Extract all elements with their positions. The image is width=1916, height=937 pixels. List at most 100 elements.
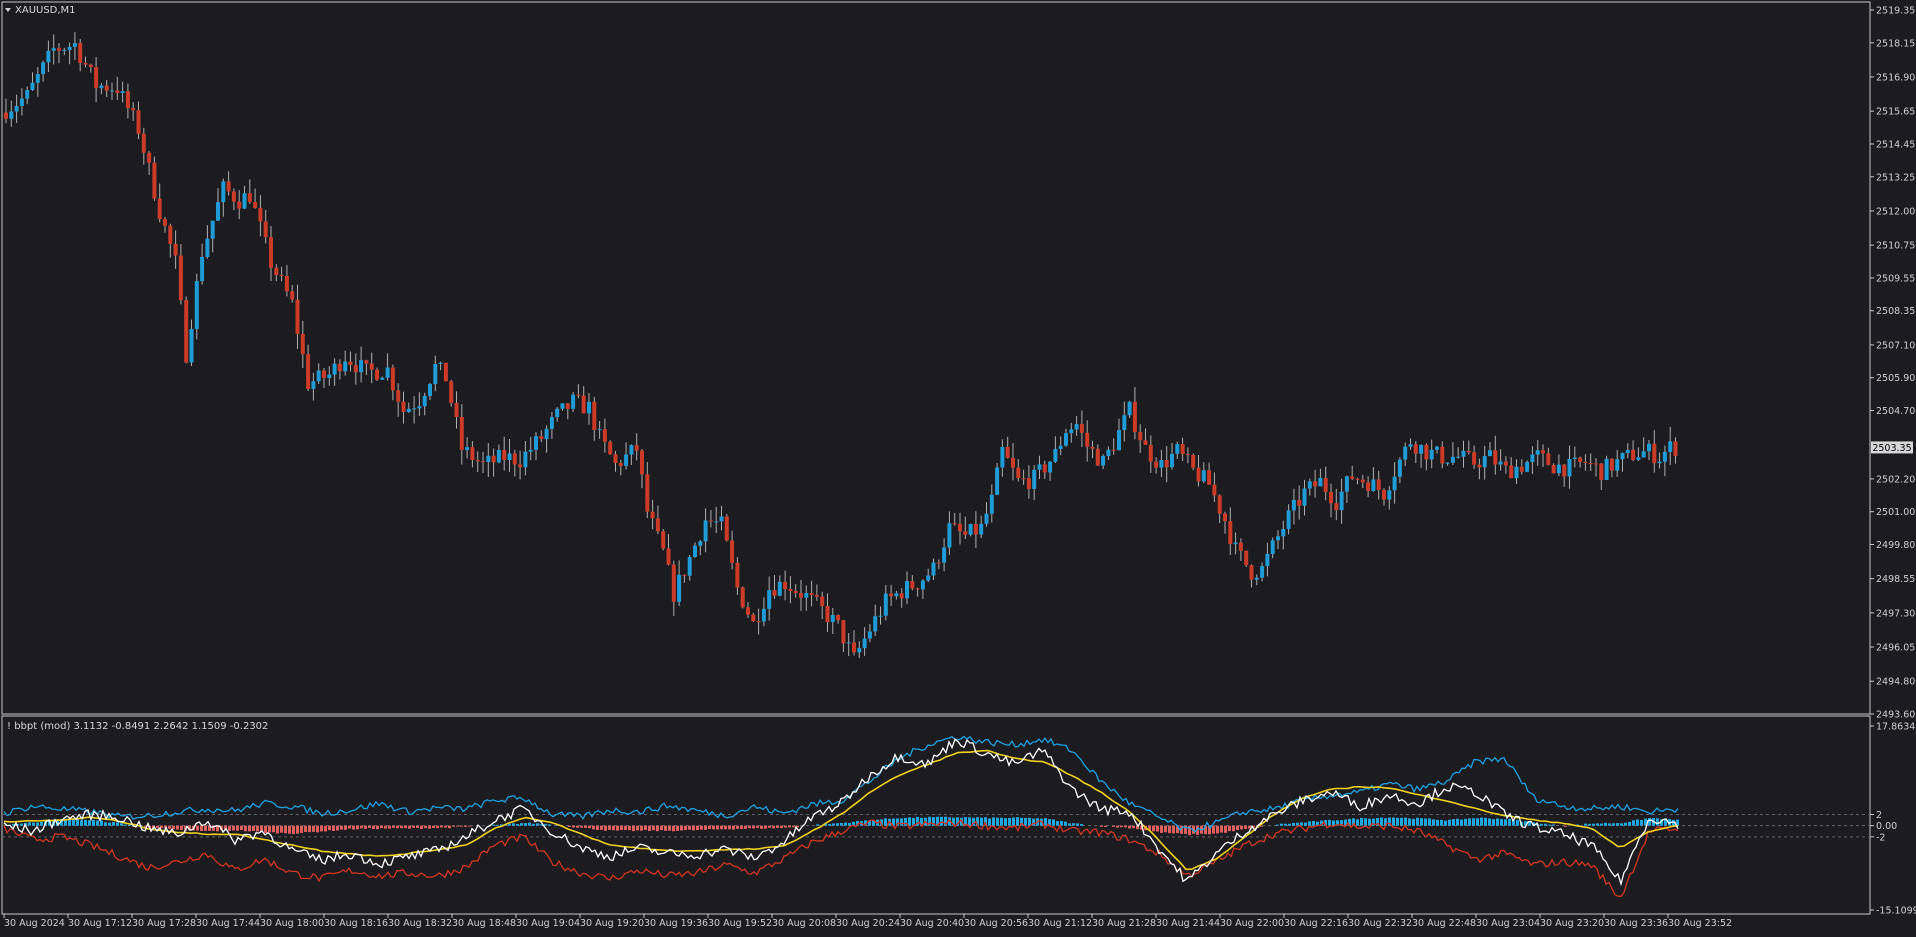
bear-candle [141, 133, 146, 153]
bull-candle [1074, 424, 1079, 430]
bull-candle [194, 281, 199, 329]
bear-candle [173, 243, 178, 256]
main-price-panel[interactable]: 2519.35 2518.15 2516.90 2515.65 2514.45 2513.… [1, 1, 1915, 721]
bear-candle [279, 275, 284, 277]
indicator-panel-frame [1, 715, 1871, 915]
histogram-bar-negative [696, 825, 699, 831]
histogram-bar-positive [1452, 819, 1455, 826]
bull-candle [343, 361, 348, 372]
bear-candle [1599, 463, 1604, 480]
histogram-bar-negative [1140, 825, 1143, 830]
triangle-down-icon[interactable] [5, 8, 11, 12]
histogram-bar-negative [384, 825, 387, 829]
histogram-bar-negative [636, 825, 639, 831]
histogram-bar-positive [1636, 819, 1639, 826]
histogram-bar-positive [1624, 822, 1627, 826]
histogram-bar-positive [884, 818, 887, 826]
histogram-bar-negative [704, 825, 707, 830]
histogram-bar-positive [852, 821, 855, 826]
histogram-bar-positive [1380, 817, 1383, 826]
indicator-line-white [3, 738, 1679, 887]
histogram-bar-positive [524, 823, 527, 826]
histogram-bar-negative [216, 825, 219, 832]
histogram-bar-positive [944, 816, 947, 826]
bear-candle [814, 594, 819, 597]
histogram-bar-negative [428, 825, 431, 829]
histogram-bar-negative [336, 825, 339, 831]
bull-candle [629, 445, 634, 455]
histogram-bar-positive [932, 817, 935, 826]
histogram-bar-negative [600, 825, 603, 830]
bear-candle [1631, 449, 1636, 460]
histogram-bar-positive [1072, 823, 1075, 826]
histogram-bar-positive [1376, 817, 1379, 826]
histogram-bar-negative [1220, 825, 1223, 833]
histogram-bar-negative [1180, 825, 1183, 834]
indicator-levels [2, 814, 1870, 838]
time-tick-label: 30 Aug 22:48 [1412, 918, 1476, 929]
bear-candle [178, 255, 183, 301]
symbol-header[interactable]: XAUUSD,M1 [5, 5, 76, 16]
bear-candle [852, 642, 856, 653]
histogram-bar-positive [72, 819, 75, 826]
histogram-bar-negative [212, 825, 215, 831]
histogram-bar-positive [1592, 823, 1595, 826]
histogram-bar-positive [1516, 819, 1519, 826]
histogram-bar-positive [1488, 818, 1491, 826]
histogram-bar-positive [908, 817, 911, 826]
histogram-bar-positive [1316, 821, 1319, 826]
bear-candle [1011, 457, 1015, 468]
histogram-bar-positive [968, 817, 971, 826]
histogram-bar-negative [272, 825, 275, 833]
histogram-bar-positive [1000, 817, 1003, 826]
bull-candle [894, 593, 899, 597]
histogram-bar-negative [364, 825, 367, 829]
bull-candle [714, 521, 719, 523]
bull-candle [1556, 464, 1561, 474]
histogram-bar-negative [1160, 825, 1163, 833]
histogram-bar-negative [788, 825, 791, 828]
histogram-bar-negative [204, 825, 207, 831]
histogram-bar-positive [1496, 818, 1499, 826]
histogram-bar-positive [816, 824, 819, 826]
bear-candle [1355, 478, 1360, 480]
bear-candle [1477, 464, 1482, 468]
histogram-bar-negative [1172, 825, 1175, 834]
histogram-bar-positive [1552, 824, 1555, 826]
bull-candle [1450, 456, 1455, 463]
bull-candle [422, 395, 427, 407]
bear-candle [1376, 479, 1381, 490]
time-tick-label: 30 Aug 20:24 [836, 918, 900, 929]
bull-candle [428, 384, 432, 396]
bull-candle [1567, 458, 1572, 477]
bull-candle [1270, 540, 1275, 555]
bear-candle [1238, 542, 1243, 551]
histogram-bar-negative [208, 825, 211, 831]
bull-candle [205, 238, 210, 257]
indicator-panel[interactable]: 17.8634 20.00-2 -15.1099 ! bbpt (mod) 3.11… [1, 715, 1916, 917]
bear-candle [1472, 452, 1477, 465]
bear-candle [1148, 444, 1153, 462]
bear-candle [284, 275, 289, 292]
histogram-bar-negative [1168, 825, 1171, 834]
bear-candle [247, 193, 252, 203]
bull-candle [1265, 554, 1270, 567]
bear-candle [258, 208, 263, 222]
bull-candle [693, 545, 697, 558]
histogram-bar-positive [1648, 817, 1651, 826]
price-axis: 2519.35 2518.15 2516.90 2515.65 2514.45 2513.… [1870, 6, 1915, 721]
bear-candle [958, 523, 962, 532]
histogram-bar-negative [1120, 825, 1123, 828]
bear-candle [899, 593, 904, 599]
bear-candle [592, 401, 597, 430]
bull-candle [1620, 453, 1625, 460]
bull-candle [698, 541, 703, 546]
bull-candle [587, 401, 591, 414]
histogram-bar-negative [416, 825, 419, 828]
histogram-bar-negative [644, 825, 647, 831]
bear-candle [1440, 446, 1445, 464]
histogram-bar-positive [976, 817, 979, 826]
histogram-bar-positive [1628, 821, 1631, 826]
